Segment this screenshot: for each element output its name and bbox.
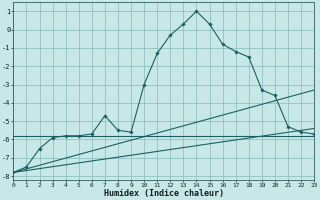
X-axis label: Humidex (Indice chaleur): Humidex (Indice chaleur) bbox=[104, 189, 224, 198]
